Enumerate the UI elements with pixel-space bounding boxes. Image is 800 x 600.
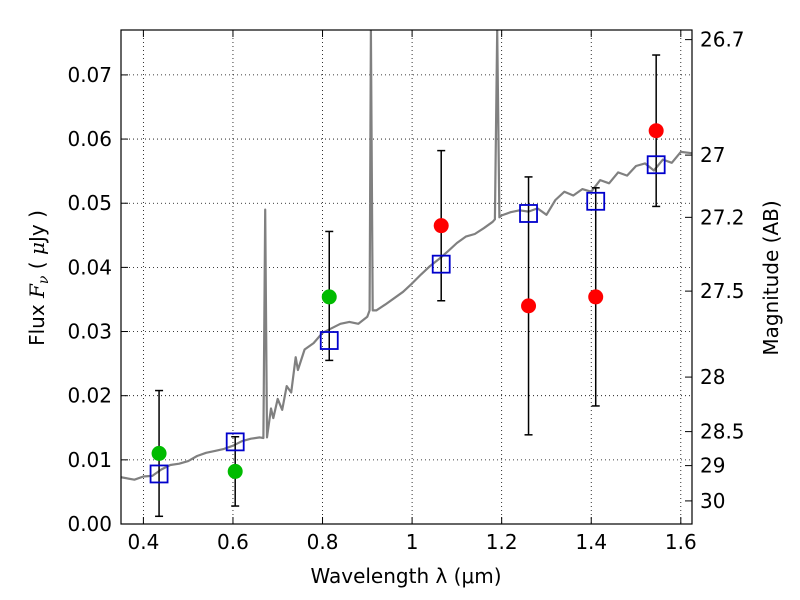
y-tick-label: 0.03 [67,320,112,344]
right-tick-label: 26.7 [700,28,745,52]
model-band-square [519,204,538,223]
red-data-point [648,123,664,139]
model-band-square [319,331,339,350]
model-band-square [586,191,606,211]
spectrum-line [121,30,692,481]
y-tick-label: 0.00 [67,512,112,536]
x-tick-label: 1.6 [665,530,697,554]
x-tick-label: 1.2 [486,530,518,554]
y-tick-label: 0.04 [67,255,112,279]
x-tick-label: 1 [406,530,419,554]
y-tick-label: 0.05 [67,191,112,215]
x-axis-label: Wavelength λ (μm) [310,564,501,588]
model-band-square [431,254,451,274]
ticks [121,30,692,525]
model-band-square [225,432,245,452]
right-tick-label: 27.2 [700,205,745,229]
y-axis-right-label: Magnitude (AB) [759,200,783,355]
x-tick-label: 0.6 [217,530,249,554]
right-tick-label: 28 [700,365,725,389]
red-data-point [521,298,537,314]
y-tick-label: 0.07 [67,63,112,87]
red-data-point [588,289,604,305]
y-tick-label: 0.06 [67,127,112,151]
y-tick-label: 0.02 [67,384,112,408]
x-tick-label: 1.4 [575,530,607,554]
plot-area [121,30,692,481]
green-data-point [227,463,243,479]
red-data-point [433,218,449,234]
x-tick-label: 0.8 [307,530,339,554]
y-tick-label: 0.01 [67,448,112,472]
green-data-point [151,445,167,461]
model-band-square [149,464,169,484]
plot-frame [120,29,693,525]
right-tick-label: 28.5 [700,420,745,444]
tick-labels: 0.4 0.6 0.8 1 1.2 1.4 1.6 0.00 0.01 0.02 0.03 0.04 0… [67,28,744,554]
right-tick-label: 29 [700,454,725,478]
green-data-point [321,289,337,305]
markers [149,54,666,518]
right-tick-label: 27 [700,143,725,167]
right-tick-label: 30 [700,489,725,513]
model-band-square [646,155,666,175]
right-tick-label: 27.5 [700,279,745,303]
x-tick-label: 0.4 [127,530,159,554]
